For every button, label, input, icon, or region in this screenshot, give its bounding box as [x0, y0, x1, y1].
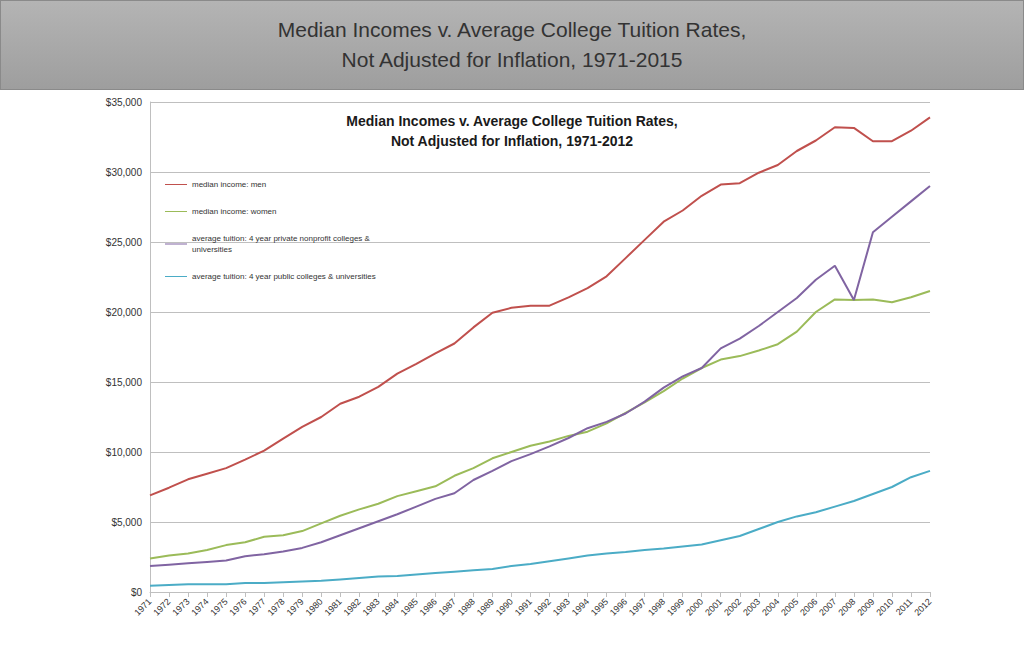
svg-text:1994: 1994: [570, 596, 591, 617]
svg-text:1995: 1995: [589, 596, 610, 617]
svg-text:1974: 1974: [189, 596, 210, 617]
svg-text:2000: 2000: [684, 596, 705, 617]
svg-text:2012: 2012: [912, 596, 933, 617]
svg-text:1998: 1998: [646, 596, 667, 617]
svg-text:$20,000: $20,000: [106, 307, 143, 318]
svg-text:1992: 1992: [532, 596, 553, 617]
svg-text:1979: 1979: [285, 596, 306, 617]
svg-text:median income: men: median income: men: [192, 180, 266, 189]
svg-text:2006: 2006: [798, 596, 819, 617]
svg-text:1980: 1980: [304, 596, 325, 617]
svg-text:$30,000: $30,000: [106, 167, 143, 178]
svg-text:1991: 1991: [513, 596, 534, 617]
svg-text:2002: 2002: [722, 596, 743, 617]
svg-text:1985: 1985: [399, 596, 420, 617]
svg-text:1996: 1996: [608, 596, 629, 617]
svg-text:1987: 1987: [437, 596, 458, 617]
svg-text:2009: 2009: [855, 596, 876, 617]
svg-text:1984: 1984: [380, 596, 401, 617]
svg-text:1986: 1986: [418, 596, 439, 617]
svg-text:1978: 1978: [265, 596, 286, 617]
svg-text:average tuition: 4 year privat: average tuition: 4 year private nonprofi…: [192, 234, 372, 243]
svg-text:1989: 1989: [475, 596, 496, 617]
svg-text:2007: 2007: [817, 596, 838, 617]
svg-text:1981: 1981: [323, 596, 344, 617]
svg-text:Median Incomes v. Average Coll: Median Incomes v. Average College Tuitio…: [346, 113, 677, 129]
svg-text:1999: 1999: [665, 596, 686, 617]
svg-text:2004: 2004: [760, 596, 781, 617]
svg-text:1990: 1990: [494, 596, 515, 617]
svg-text:2011: 2011: [894, 596, 915, 617]
svg-text:$5,000: $5,000: [111, 517, 142, 528]
svg-text:$10,000: $10,000: [106, 447, 143, 458]
svg-text:2003: 2003: [741, 596, 762, 617]
svg-text:Not Adjusted for Inflation, 19: Not Adjusted for Inflation, 1971-2012: [391, 133, 633, 149]
svg-text:2010: 2010: [874, 596, 895, 617]
svg-text:2008: 2008: [836, 596, 857, 617]
svg-text:average tuition: 4 year public: average tuition: 4 year public colleges …: [192, 272, 376, 281]
html-text:Median Incomes v. Average Coll: Median Incomes v. Average College Tuitio…: [277, 18, 747, 71]
svg-text:$15,000: $15,000: [106, 377, 143, 388]
svg-text:2005: 2005: [779, 596, 800, 617]
svg-text:1973: 1973: [170, 596, 191, 617]
svg-text:universities: universities: [192, 245, 232, 254]
svg-text:median income: women: median income: women: [192, 207, 276, 216]
svg-text:1975: 1975: [208, 596, 229, 617]
svg-text:1997: 1997: [627, 596, 648, 617]
svg-text:1977: 1977: [246, 596, 267, 617]
svg-text:1971: 1971: [132, 596, 153, 617]
svg-text:1972: 1972: [151, 596, 172, 617]
svg-text:1976: 1976: [227, 596, 248, 617]
svg-text:2001: 2001: [703, 596, 724, 617]
svg-text:1988: 1988: [456, 596, 477, 617]
svg-text:1982: 1982: [342, 596, 363, 617]
svg-text:$35,000: $35,000: [106, 97, 143, 108]
svg-text:$0: $0: [131, 587, 143, 598]
svg-text:$25,000: $25,000: [106, 237, 143, 248]
svg-text:1993: 1993: [551, 596, 572, 617]
svg-text:1983: 1983: [361, 596, 382, 617]
